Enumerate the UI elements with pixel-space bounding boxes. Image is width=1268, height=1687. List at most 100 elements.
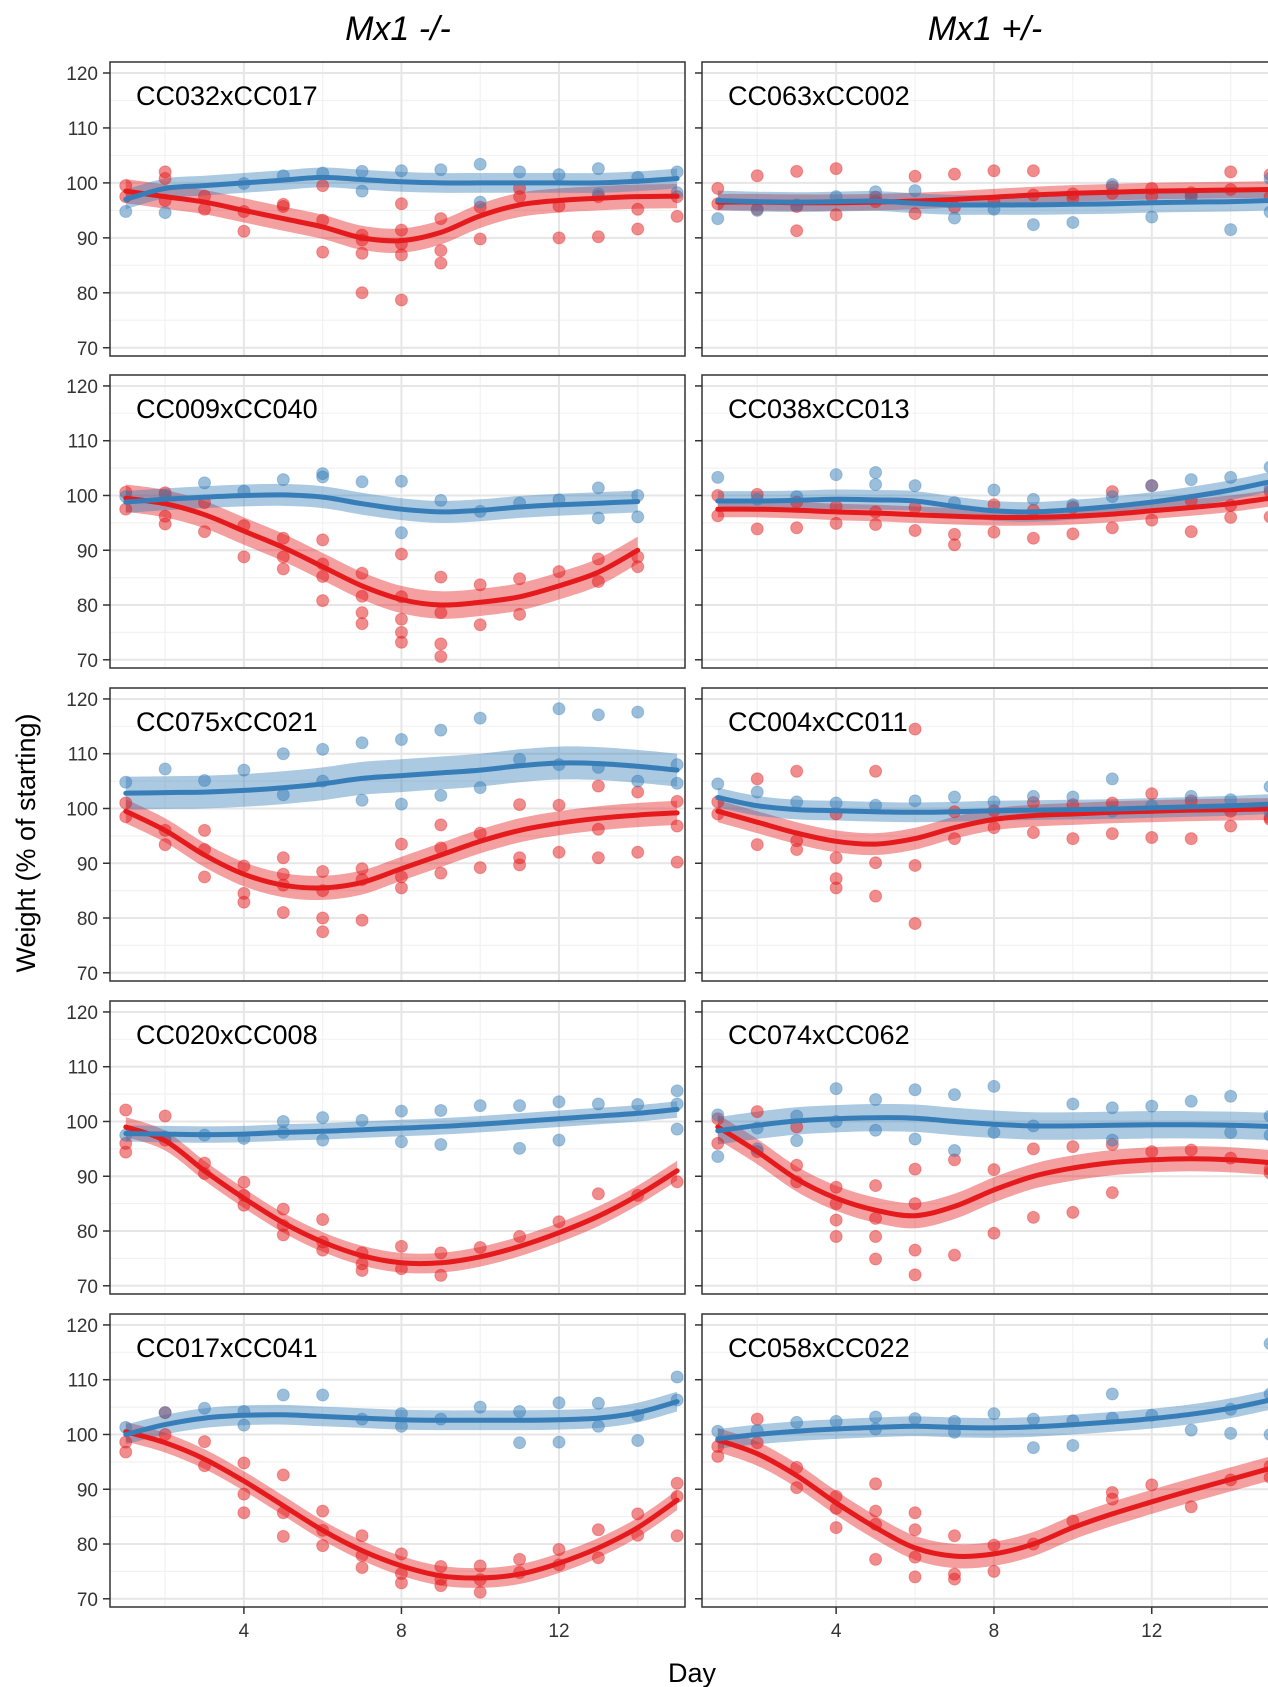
blue-point — [1224, 223, 1238, 237]
blue-point — [552, 168, 566, 182]
blue-point — [1263, 172, 1268, 185]
red-point — [908, 169, 922, 183]
blue-point — [1263, 1109, 1268, 1123]
red-point — [987, 1564, 1001, 1578]
red-point — [869, 1504, 883, 1518]
blue-point — [631, 1098, 645, 1112]
x-tick-label: 8 — [396, 1621, 407, 1642]
red-point — [355, 606, 369, 620]
blue-point — [434, 1137, 448, 1151]
blue-point — [711, 1424, 725, 1438]
blue-point — [711, 212, 725, 226]
blue-smooth-line — [123, 1399, 680, 1437]
blue-point — [434, 788, 448, 802]
y-tick-label: 90 — [77, 1480, 98, 1501]
blue-point — [1263, 482, 1268, 495]
red-point — [158, 1427, 172, 1441]
red-point — [908, 1197, 922, 1211]
blue-point — [316, 1111, 330, 1125]
red-point — [790, 164, 804, 178]
red-point — [829, 1180, 843, 1194]
red-point — [711, 1136, 725, 1150]
blue-point — [1224, 470, 1238, 484]
blue-point — [1105, 1387, 1119, 1401]
red-point — [1105, 1186, 1119, 1200]
red-point — [513, 798, 527, 812]
blue-point — [198, 476, 212, 490]
red-point — [591, 851, 605, 865]
red-point — [513, 572, 527, 586]
red-point — [316, 864, 330, 878]
red-point — [434, 606, 448, 620]
red-point — [631, 845, 645, 859]
red-point — [1026, 826, 1040, 840]
red-point — [355, 246, 369, 260]
red-point — [670, 855, 684, 869]
red-point — [355, 1561, 369, 1575]
blue-point — [434, 163, 448, 177]
red-confidence-band — [717, 1114, 1268, 1229]
red-point — [552, 845, 566, 859]
blue-point — [591, 511, 605, 525]
red-point — [513, 858, 527, 872]
red-point — [631, 785, 645, 799]
red-point — [434, 649, 448, 663]
blue-smooth-line — [715, 479, 1268, 515]
blue-point — [1224, 1426, 1238, 1440]
red-point — [829, 162, 843, 176]
red-smooth-line — [715, 1437, 1268, 1559]
red-point — [237, 550, 251, 564]
blue-point — [1184, 1423, 1198, 1437]
blue-point — [473, 711, 487, 725]
red-point — [670, 1175, 684, 1189]
red-point — [1184, 525, 1198, 539]
red-point — [394, 293, 408, 307]
panel-label: CC017xCC041 — [136, 1333, 318, 1363]
red-point — [316, 911, 330, 925]
red-point — [434, 243, 448, 257]
panel-border — [701, 687, 1268, 982]
blue-point — [711, 1108, 725, 1122]
red-point — [908, 1550, 922, 1564]
blue-point — [869, 1093, 883, 1107]
blue-point — [790, 795, 804, 809]
blue-smooth-line — [715, 795, 1268, 815]
blue-point — [987, 1125, 1001, 1139]
blue-point — [1026, 492, 1040, 506]
blue-point — [670, 1122, 684, 1136]
red-point — [198, 525, 212, 539]
red-point — [1263, 1166, 1268, 1180]
blue-point — [869, 1410, 883, 1424]
red-point — [316, 925, 330, 939]
blue-point — [276, 1114, 290, 1128]
red-smooth-line — [715, 806, 1268, 847]
blue-point — [158, 762, 172, 776]
red-point — [1105, 827, 1119, 841]
blue-point — [1145, 479, 1159, 493]
red-point — [790, 1158, 804, 1172]
red-point — [631, 222, 645, 236]
blue-point — [1263, 1428, 1268, 1441]
red-smooth-line — [123, 1124, 680, 1267]
red-point — [355, 862, 369, 876]
x-axis-title: Day — [668, 1658, 717, 1687]
blue-smooth-line — [123, 174, 680, 202]
blue-point — [869, 185, 883, 199]
red-point — [394, 625, 408, 639]
blue-point — [1105, 490, 1119, 504]
blue-point — [987, 1079, 1001, 1093]
blue-point — [513, 1436, 527, 1450]
blue-point — [1026, 789, 1040, 803]
panel-cc063xcc002: CC063xCC002 — [695, 61, 1268, 357]
y-tick-label: 100 — [66, 486, 98, 507]
red-point — [908, 1506, 922, 1520]
blue-point — [1184, 473, 1198, 487]
blue-point — [552, 702, 566, 716]
panel-label: CC004xCC011 — [728, 707, 908, 737]
red-point — [670, 209, 684, 223]
blue-point — [869, 1123, 883, 1137]
blue-point — [394, 164, 408, 178]
y-tick-label: 70 — [77, 1590, 98, 1611]
red-point — [198, 1435, 212, 1449]
blue-point — [355, 475, 369, 489]
